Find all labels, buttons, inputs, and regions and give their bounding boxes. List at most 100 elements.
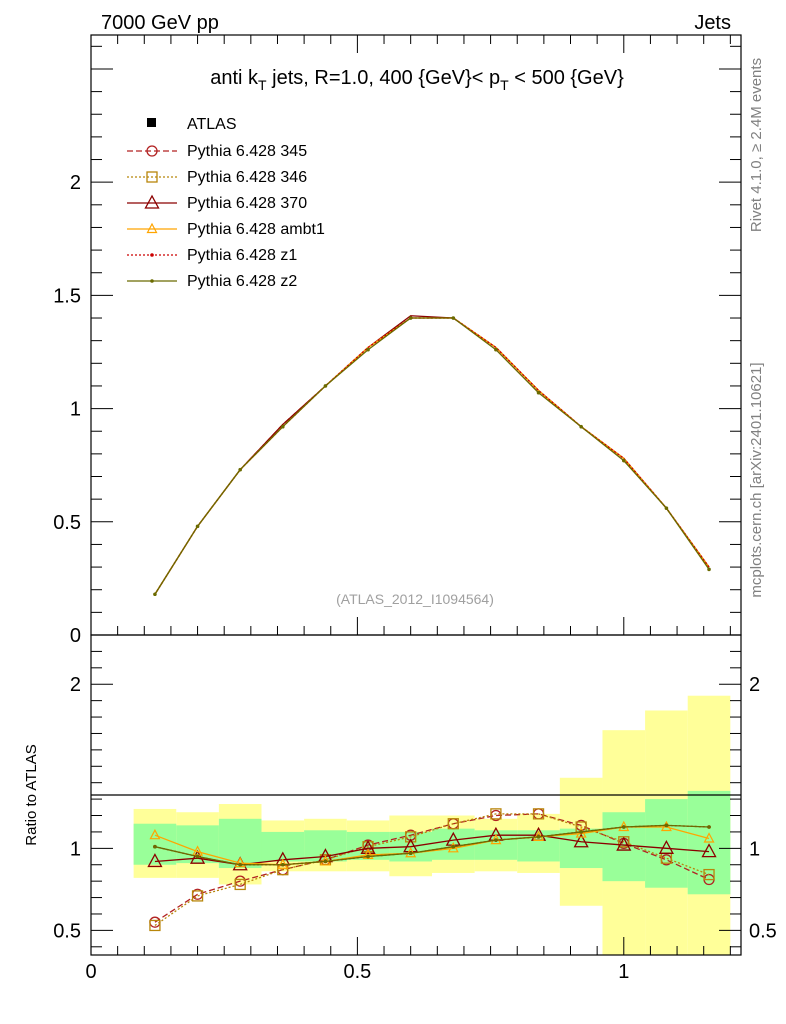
ratio-point-p346 bbox=[532, 808, 545, 820]
band-inner-bin bbox=[218, 818, 262, 869]
x-tick-label: 0.5 bbox=[343, 961, 371, 983]
ratio-point-p370 bbox=[147, 853, 163, 868]
ratio-point-ambt1 bbox=[149, 828, 161, 840]
main-point-z2 bbox=[451, 316, 456, 320]
plot-title: anti kT jets, R=1.0, 400 {GeV}< pT < 500… bbox=[210, 67, 624, 93]
legend-marker-p370 bbox=[144, 194, 160, 209]
main-y-tick-label: 0.5 bbox=[53, 512, 81, 534]
ratio-point-z2 bbox=[707, 825, 711, 829]
legend-marker-ambt1 bbox=[146, 222, 158, 234]
main-point-z2 bbox=[664, 506, 669, 511]
legend-label-z1: Pythia 6.428 z1 bbox=[187, 247, 297, 264]
main-line-z1 bbox=[154, 317, 710, 595]
ratio-y-tick-label-left: 0.5 bbox=[53, 920, 81, 942]
main-y-tick-label: 0 bbox=[70, 625, 81, 647]
legend-marker-p346 bbox=[146, 171, 158, 183]
ratio-point-p370 bbox=[701, 843, 717, 858]
ratio-point-p346 bbox=[234, 878, 246, 891]
ratio-y-tick-labels: 0.5 0.5 1 1 2 2 bbox=[53, 674, 777, 942]
band-inner-bin bbox=[261, 831, 305, 862]
ratio-y-tick-label-right: 2 bbox=[749, 674, 760, 696]
band-inner-bin bbox=[687, 790, 731, 895]
ratio-point-z2 bbox=[621, 825, 626, 829]
ratio-point-z2 bbox=[238, 862, 242, 867]
x-tick-label: 1 bbox=[618, 961, 629, 983]
main-point-z2 bbox=[579, 424, 583, 429]
ratio-series-layer bbox=[147, 808, 717, 932]
ratio-y-tick-label-left: 2 bbox=[70, 674, 81, 696]
legend-label-p345: Pythia 6.428 345 bbox=[187, 143, 307, 160]
analysis-watermark: (ATLAS_2012_I1094564) bbox=[336, 591, 494, 607]
ratio-point-z2 bbox=[408, 851, 413, 856]
band-inner-bin bbox=[645, 799, 688, 888]
ratio-point-z2 bbox=[536, 835, 541, 839]
ratio-point-p346 bbox=[447, 818, 459, 830]
legend-label-atlas: ATLAS bbox=[187, 116, 237, 133]
ratio-uncertainty-bands bbox=[133, 695, 731, 955]
ratio-point-p370 bbox=[658, 839, 675, 854]
legend-label-p346: Pythia 6.428 346 bbox=[187, 169, 307, 186]
ratio-point-ambt1 bbox=[362, 848, 374, 859]
main-point-z2 bbox=[408, 316, 413, 320]
main-point-z2 bbox=[536, 390, 541, 395]
main-line-p345 bbox=[154, 317, 710, 595]
main-y-tick-label: 1 bbox=[70, 399, 81, 421]
x-tick-labels: 0 0.5 1 bbox=[85, 961, 629, 983]
main-line-p346 bbox=[154, 317, 710, 595]
ratio-point-p346 bbox=[490, 808, 502, 820]
main-y-tick-labels: 0 0.5 1 1.5 2 bbox=[53, 172, 81, 647]
ratio-point-p370 bbox=[616, 836, 632, 851]
ratio-point-z2 bbox=[153, 844, 157, 849]
main-line-z2 bbox=[154, 317, 710, 595]
legend-marker-atlas bbox=[147, 118, 156, 127]
ratio-point-p346 bbox=[405, 831, 417, 843]
legend-label-ambt1: Pythia 6.428 ambt1 bbox=[187, 221, 325, 238]
legend-label-z2: Pythia 6.428 z2 bbox=[187, 273, 297, 290]
main-point-z2 bbox=[281, 424, 285, 429]
ratio-point-z2 bbox=[664, 823, 669, 828]
legend-marker-p345 bbox=[146, 145, 158, 157]
ratio-point-z2 bbox=[494, 838, 498, 842]
main-series-layer bbox=[153, 315, 711, 597]
legend-label-p370: Pythia 6.428 370 bbox=[187, 195, 307, 212]
main-line-ambt1 bbox=[154, 317, 710, 595]
rivet-label: Rivet 4.1.0, ≥ 2.4M events bbox=[748, 58, 765, 232]
main-point-z2 bbox=[621, 458, 626, 463]
ratio-y-tick-label-right: 1 bbox=[749, 838, 760, 860]
ratio-y-tick-label-left: 1 bbox=[70, 838, 81, 860]
main-line-p370 bbox=[154, 315, 710, 595]
ratio-point-ambt1 bbox=[618, 820, 630, 832]
ratio-point-z2 bbox=[366, 854, 370, 859]
main-point-z2 bbox=[323, 384, 328, 388]
main-point-z2 bbox=[238, 467, 242, 472]
legend: ATLAS Pythia 6.428 345 Pythia 6.428 346 Py… bbox=[127, 116, 325, 290]
ratio-point-p346 bbox=[703, 868, 715, 881]
mcplots-label: mcplots.cern.ch [arXiv:2401.10621] bbox=[748, 362, 765, 597]
ratio-line-p345 bbox=[154, 813, 710, 923]
ratio-point-z2 bbox=[451, 844, 456, 849]
main-point-z2 bbox=[153, 592, 157, 597]
ratio-point-z2 bbox=[281, 862, 285, 867]
ratio-point-p346 bbox=[191, 890, 204, 902]
main-y-tick-label: 1.5 bbox=[53, 285, 81, 307]
ratio-point-ambt1 bbox=[660, 820, 672, 832]
ratio-point-z2 bbox=[195, 854, 200, 859]
ratio-line-z2 bbox=[154, 824, 710, 866]
ratio-point-p370 bbox=[360, 839, 376, 854]
ratio-axis-label: Ratio to ATLAS bbox=[23, 744, 40, 845]
main-point-z2 bbox=[366, 347, 370, 352]
ratio-y-tick-label-right: 0.5 bbox=[749, 920, 777, 942]
x-tick-label: 0 bbox=[85, 961, 96, 983]
axis-ticks bbox=[90, 35, 741, 955]
main-point-z2 bbox=[707, 567, 711, 572]
header-process: Jets bbox=[694, 12, 731, 34]
header-energy: 7000 GeV pp bbox=[101, 12, 219, 34]
main-y-tick-label: 2 bbox=[70, 172, 81, 194]
ratio-point-p370 bbox=[573, 833, 589, 848]
ratio-point-z2 bbox=[323, 859, 328, 864]
legend-marker-z2 bbox=[150, 279, 154, 283]
main-point-z2 bbox=[494, 347, 498, 352]
ratio-point-p346 bbox=[149, 919, 161, 932]
main-point-z2 bbox=[195, 524, 200, 529]
